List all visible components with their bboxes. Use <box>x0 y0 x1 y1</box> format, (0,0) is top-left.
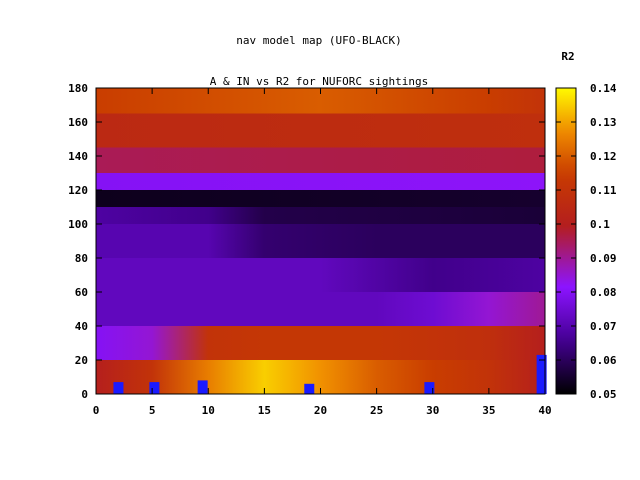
y-axis-ticks: 0 20 40 60 80 100 120 140 160 180 <box>68 82 545 401</box>
x-tick-label: 5 <box>149 404 156 417</box>
colorbar-tick-label: 0.13 <box>590 116 617 129</box>
heatmap-band <box>96 173 545 190</box>
marker-group <box>113 354 547 394</box>
heatmap-band <box>96 190 545 207</box>
x-tick-label: 30 <box>426 404 439 417</box>
colorbar-tick-label: 0.08 <box>590 286 617 299</box>
colorbar-tick-label: 0.07 <box>590 320 617 333</box>
heatmap-band <box>96 224 545 258</box>
data-marker <box>424 382 435 394</box>
colorbar-tick-label: 0.14 <box>590 82 617 95</box>
colorbar-tick-label: 0.11 <box>590 184 617 197</box>
data-marker <box>149 382 160 394</box>
colorbar-tick-label: 0.05 <box>590 388 617 401</box>
data-marker <box>304 383 315 394</box>
colorbar <box>556 88 576 394</box>
y-tick-label: 180 <box>68 82 88 95</box>
colorbar-frame <box>555 87 577 395</box>
x-tick-label: 40 <box>538 404 551 417</box>
colorbar-fill <box>556 88 576 394</box>
y-tick-label: 40 <box>75 320 88 333</box>
colorbar-tick-label: 0.09 <box>590 252 617 265</box>
colorbar-label: R2 <box>561 50 574 63</box>
y-tick-label: 120 <box>68 184 88 197</box>
heatmap-band <box>96 113 545 148</box>
y-tick-label: 60 <box>75 286 88 299</box>
chart-title-line-1: nav model map (UFO-BLACK) <box>236 34 402 47</box>
y-tick-label: 100 <box>68 218 88 231</box>
x-tick-label: 10 <box>202 404 215 417</box>
x-tick-label: 20 <box>314 404 327 417</box>
x-tick-label: 25 <box>370 404 383 417</box>
x-axis-ticks: 0 5 10 15 20 25 30 35 40 <box>93 88 552 417</box>
y-tick-label: 20 <box>75 354 88 367</box>
colorbar-tick-label: 0.12 <box>590 150 617 163</box>
colorbar-ticks: 0.05 0.06 0.07 0.08 0.09 0.1 0.11 0.12 0.13 0.14 <box>556 82 617 401</box>
heatmap-band <box>96 292 545 326</box>
heatmap-band <box>96 258 545 292</box>
x-tick-label: 35 <box>482 404 495 417</box>
data-marker <box>536 354 547 394</box>
colorbar-tick-label: 0.06 <box>590 354 617 367</box>
y-tick-label: 0 <box>81 388 88 401</box>
y-tick-label: 80 <box>75 252 88 265</box>
x-tick-label: 15 <box>258 404 271 417</box>
heatmap <box>96 88 545 394</box>
data-marker <box>197 380 208 394</box>
y-tick-label: 140 <box>68 150 88 163</box>
chart-title-line-2: A & IN vs R2 for NUFORC sightings <box>210 75 429 88</box>
heatmap-band <box>96 326 545 360</box>
colorbar-tick-label: 0.1 <box>590 218 610 231</box>
heatmap-band <box>96 147 545 173</box>
data-marker <box>113 382 124 394</box>
x-tick-label: 0 <box>93 404 100 417</box>
y-tick-label: 160 <box>68 116 88 129</box>
heatmap-band <box>96 207 545 224</box>
